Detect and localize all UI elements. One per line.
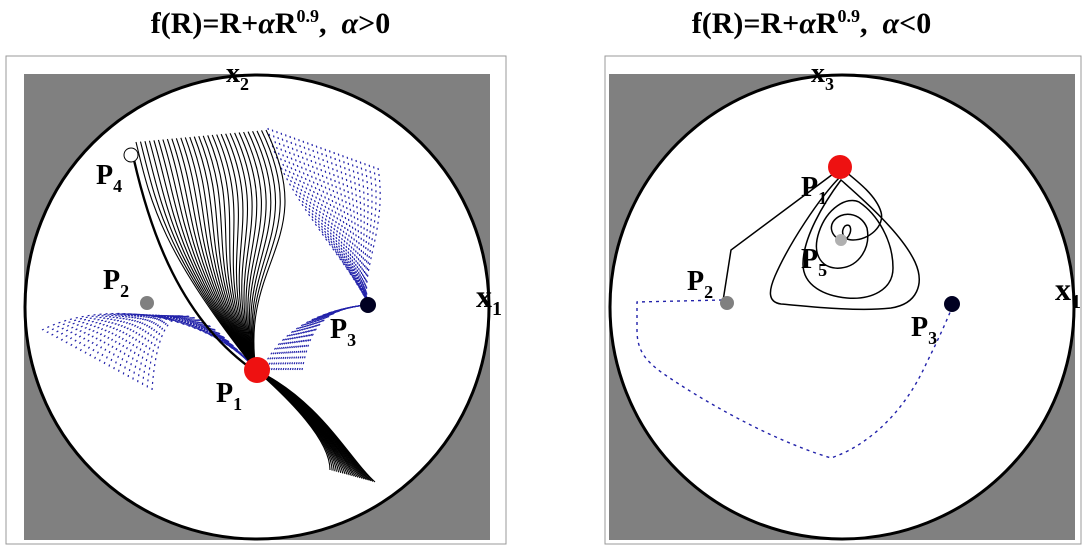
trajectory-solid (251, 130, 277, 371)
trajectory-dashed (65, 314, 256, 369)
trajectory-solid (144, 141, 257, 371)
trajectory-solid (184, 137, 257, 371)
trajectory-solid (135, 141, 257, 371)
fixed-point-p3 (360, 297, 376, 313)
fixed-point-p4 (123, 147, 139, 163)
label-p1: P1 (801, 172, 827, 208)
label-p1: P1 (216, 378, 242, 414)
trajectory-dashed (137, 315, 256, 383)
trajectory-solid (148, 140, 257, 371)
label-p2: P2 (103, 265, 129, 301)
trajectory-dashed (289, 304, 367, 371)
trajectory-dashed (365, 167, 381, 304)
trajectory-dashed (296, 304, 367, 371)
trajectory-solid (157, 139, 257, 371)
trajectory-dashed (280, 132, 369, 304)
fixed-point-p2 (140, 296, 154, 310)
trajectory-dashed (365, 166, 377, 304)
poincare-disk (608, 73, 1076, 541)
fixed-point-p2 (720, 296, 734, 310)
trajectory-dashed (282, 304, 367, 371)
trajectory-dashed (636, 299, 952, 459)
trajectory-dashed (329, 150, 369, 304)
trajectory-dashed (79, 314, 256, 369)
fixed-point-p5 (835, 234, 847, 246)
panel-title: f(R)=R+αR0.9, α>0 (150, 6, 391, 40)
trajectory-dashed (273, 304, 367, 371)
trajectory-solid (162, 139, 257, 371)
axis-label-x2: x2 (226, 58, 249, 94)
trajectory-solid (220, 133, 257, 371)
trajectory-solid (193, 136, 257, 371)
trajectory-solid (198, 136, 257, 371)
trajectory-dashed (363, 163, 369, 304)
trajectory-dashed (84, 314, 256, 369)
trajectory-dashed (60, 313, 256, 369)
trajectory-solid (243, 131, 262, 371)
label-p3: P3 (911, 312, 937, 348)
trajectory-solid (166, 138, 257, 371)
phase-diagram-left: x2 x1 P4 P2 P3 P1 (5, 55, 507, 545)
phase-portrait-alpha-positive: f(R)=R+αR0.9, α>0 x2 x1 P4 P2 P3 P1 (5, 6, 507, 545)
label-p4: P4 (96, 160, 122, 196)
trajectory-dashed (263, 304, 367, 371)
trajectory-dashed (298, 139, 369, 304)
trajectory-dashed (287, 304, 367, 371)
trajectory-solid (153, 140, 257, 371)
label-p3: P3 (330, 314, 356, 350)
trajectory-solid (216, 134, 257, 371)
trajectory-solid (250, 131, 272, 371)
trajectory-solid (202, 135, 257, 371)
trajectory-solid (139, 141, 257, 371)
trajectory-solid (171, 138, 257, 371)
trajectory-dashed (346, 156, 369, 304)
trajectory-dashed (292, 304, 367, 371)
trajectory-solid (225, 133, 257, 371)
axis-label-x1: x1 (476, 278, 502, 320)
trajectory-solid (207, 135, 257, 371)
label-p2: P2 (687, 266, 713, 302)
trajectory-dashed (333, 151, 369, 304)
trajectory-dashed (270, 304, 367, 371)
trajectory-solid (247, 131, 267, 371)
trajectories (41, 127, 381, 483)
trajectory-solid (180, 137, 257, 371)
trajectory-spiral (722, 167, 920, 311)
trajectory-dashed (277, 304, 367, 371)
trajectory-solid (255, 369, 376, 483)
panel-title: f(R)=R+αR0.9, α<0 (691, 6, 932, 40)
trajectory-dashed (299, 304, 367, 371)
trajectory-solid (252, 130, 281, 371)
phase-portrait-alpha-negative: f(R)=R+αR0.9, α<0 x3 x1 P1 P5 P2 P3 (541, 0, 1082, 548)
trajectory-solid (229, 133, 257, 371)
trajectory-dashed (359, 161, 369, 304)
trajectory-solid (238, 132, 258, 371)
trajectory-solid (132, 159, 257, 373)
trajectory-solid (234, 132, 257, 371)
trajectory-solid (211, 134, 257, 371)
trajectory-solid (253, 129, 286, 371)
phase-diagram-right: x3 x1 P1 P5 P2 P3 (604, 55, 1082, 545)
trajectory-dashed (293, 137, 369, 304)
axis-label-x1: x1 (1055, 271, 1081, 313)
trajectory-dashed (127, 315, 256, 378)
fixed-point-p1 (244, 357, 270, 383)
fixed-point-p1 (828, 155, 852, 179)
trajectory-dashed (46, 313, 256, 369)
trajectory-solid (175, 138, 257, 371)
label-p5: P5 (801, 244, 827, 280)
fixed-point-p3 (944, 296, 960, 312)
trajectory-solid (189, 136, 257, 371)
trajectory-dashed (364, 164, 373, 304)
axis-label-x3: x3 (811, 58, 834, 94)
trajectory-dashed (301, 304, 367, 371)
